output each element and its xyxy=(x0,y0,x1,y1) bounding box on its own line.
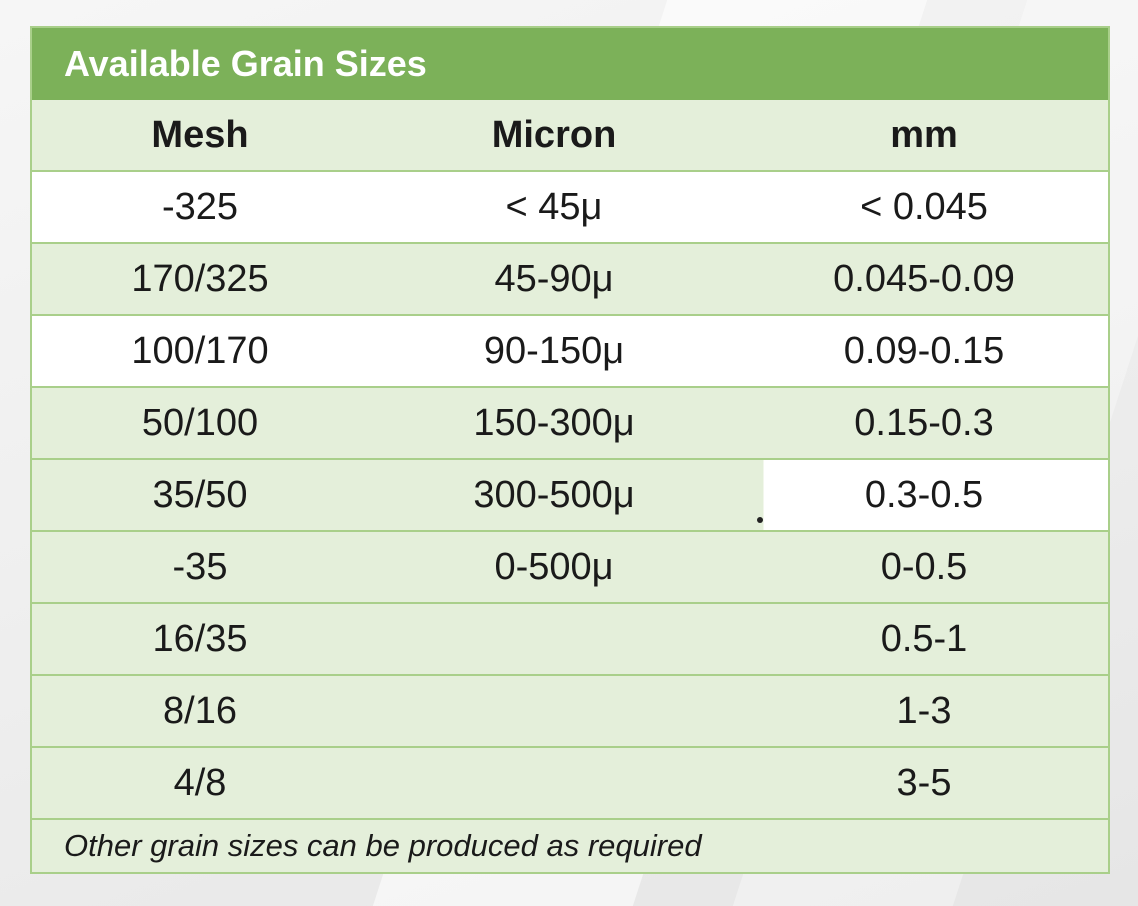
mesh-cell: 170/325 xyxy=(131,257,269,300)
table-row: 100/170 90-150μ 0.09-0.15 xyxy=(32,314,1108,386)
header-micron: Micron xyxy=(491,113,617,156)
mm-cell: 1-3 xyxy=(896,689,952,732)
mesh-cell: -35 xyxy=(172,545,228,588)
mm-cell: 0.5-1 xyxy=(880,617,968,660)
micron-cell xyxy=(368,748,740,818)
grain-size-table: Available Grain Sizes Mesh Micron mm -32… xyxy=(30,26,1110,874)
table-row: 50/100 150-300μ 0.15-0.3 xyxy=(32,386,1108,458)
table-row: 170/325 45-90μ 0.045-0.09 xyxy=(32,242,1108,314)
micron-cell: < 45μ xyxy=(505,185,603,228)
mm-cell: 0.09-0.15 xyxy=(843,329,1005,372)
mesh-cell: 16/35 xyxy=(152,617,248,660)
micron-cell xyxy=(368,604,740,674)
mesh-cell: 100/170 xyxy=(131,329,269,372)
table-row: 8/16 1-3 xyxy=(32,674,1108,746)
table-row: -35 0-500μ 0-0.5 xyxy=(32,530,1108,602)
mesh-cell: 50/100 xyxy=(141,401,259,444)
table-row: 16/35 0.5-1 xyxy=(32,602,1108,674)
mm-cell: 0.3-0.5 xyxy=(864,473,984,516)
header-mesh: Mesh xyxy=(151,113,249,156)
header-mm: mm xyxy=(890,113,958,156)
micron-cell: 45-90μ xyxy=(494,257,614,300)
micron-cell: 90-150μ xyxy=(483,329,625,372)
micron-cell: 0-500μ xyxy=(494,545,614,588)
mm-cell: 0.045-0.09 xyxy=(833,257,1015,300)
table-header-row: Mesh Micron mm xyxy=(32,100,1108,170)
micron-cell: 300-500μ xyxy=(473,473,635,516)
table-row: 35/50 300-500μ 0.3-0.5 xyxy=(32,458,1108,530)
mesh-cell: 4/8 xyxy=(173,761,227,804)
table-title: Available Grain Sizes xyxy=(32,28,1108,100)
micron-cell: 150-300μ xyxy=(473,401,635,444)
mesh-cell: -325 xyxy=(161,185,239,228)
mm-cell: 0.15-0.3 xyxy=(854,401,994,444)
table-footnote: Other grain sizes can be produced as req… xyxy=(32,818,1108,872)
stray-dot xyxy=(757,517,763,523)
table-row: 4/8 3-5 xyxy=(32,746,1108,818)
table-row: -325 < 45μ < 0.045 xyxy=(32,170,1108,242)
mesh-cell: 35/50 xyxy=(152,473,248,516)
mm-cell: 0-0.5 xyxy=(880,545,968,588)
mm-cell: < 0.045 xyxy=(860,185,988,228)
mm-cell: 3-5 xyxy=(896,761,952,804)
micron-cell xyxy=(368,676,740,746)
mesh-cell: 8/16 xyxy=(163,689,237,732)
